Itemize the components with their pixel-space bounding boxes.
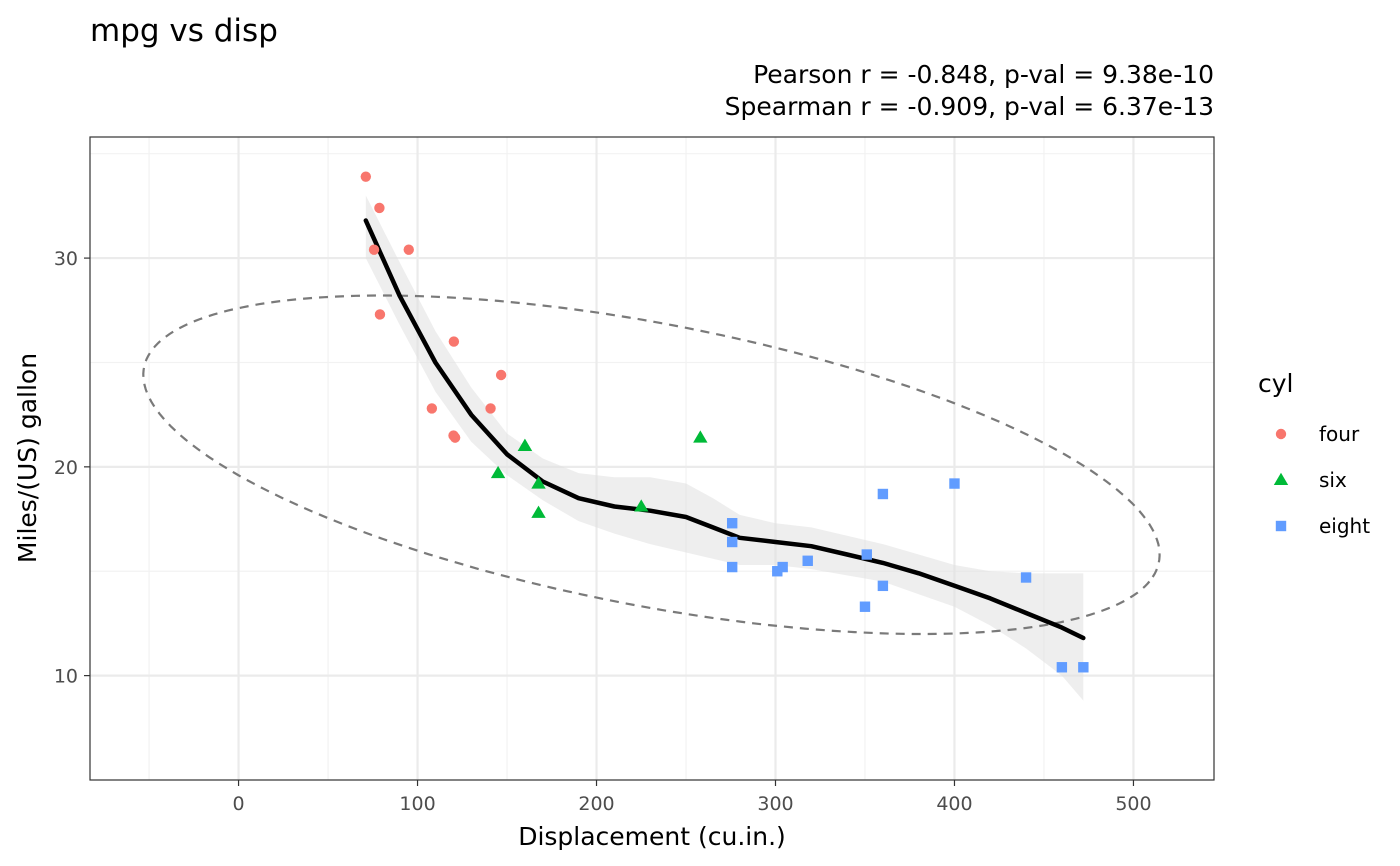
point-eight bbox=[726, 561, 738, 573]
point-four bbox=[426, 403, 438, 414]
point-six bbox=[531, 476, 546, 489]
point-eight bbox=[802, 555, 813, 566]
point-eight bbox=[1078, 662, 1089, 673]
point-six bbox=[531, 505, 546, 518]
x-tick-label: 0 bbox=[233, 793, 245, 815]
points-layer bbox=[360, 171, 1089, 673]
legend-title: cyl bbox=[1258, 369, 1294, 398]
point-eight bbox=[949, 478, 960, 489]
x-tick-label: 400 bbox=[936, 793, 972, 815]
x-tick-label: 500 bbox=[1115, 793, 1151, 815]
plot-background bbox=[90, 137, 1214, 780]
chart-subtitle-line-1: Pearson r = -0.848, p-val = 9.38e-10 bbox=[753, 60, 1214, 89]
y-tick-label: 30 bbox=[54, 248, 78, 270]
point-six bbox=[490, 465, 506, 479]
y-tick-label: 10 bbox=[54, 666, 78, 688]
point-four bbox=[360, 171, 372, 182]
point-eight bbox=[1056, 662, 1068, 673]
point-four bbox=[374, 309, 386, 320]
point-four bbox=[495, 369, 507, 381]
x-axis-ticks: 0 100 200 300 400 500 bbox=[233, 780, 1152, 815]
point-eight bbox=[1020, 572, 1032, 583]
point-four bbox=[448, 336, 460, 347]
y-axis-label: Miles/(US) gallon bbox=[13, 353, 42, 563]
x-tick-label: 100 bbox=[399, 793, 435, 815]
y-axis-ticks: 10 20 30 bbox=[54, 248, 90, 688]
point-eight bbox=[859, 601, 871, 612]
smooth-line-layer bbox=[363, 218, 1086, 641]
point-four bbox=[403, 244, 414, 255]
point-four bbox=[368, 244, 380, 255]
legend-key-four bbox=[1275, 428, 1287, 440]
point-four bbox=[449, 432, 461, 443]
point-four bbox=[374, 202, 385, 214]
grid-major bbox=[90, 137, 1214, 780]
chart-subtitle-line-2: Spearman r = -0.909, p-val = 6.37e-13 bbox=[725, 92, 1214, 121]
smooth-band-layer bbox=[365, 195, 1084, 701]
legend: cyl four six eight bbox=[1258, 369, 1370, 538]
chart-title: mpg vs disp bbox=[90, 13, 278, 49]
point-eight bbox=[861, 549, 872, 560]
point-six bbox=[634, 499, 649, 512]
x-tick-label: 200 bbox=[578, 793, 614, 815]
x-tick-label: 300 bbox=[757, 793, 793, 815]
legend-key-eight bbox=[1275, 520, 1287, 532]
point-eight bbox=[877, 580, 889, 592]
point-eight bbox=[877, 488, 889, 500]
x-axis-label: Displacement (cu.in.) bbox=[518, 822, 786, 851]
plot-border bbox=[89, 136, 1215, 781]
point-eight bbox=[777, 561, 788, 573]
point-six bbox=[693, 430, 708, 443]
point-eight bbox=[772, 566, 783, 577]
point-four bbox=[485, 403, 496, 414]
y-tick-label: 20 bbox=[54, 457, 78, 479]
legend-label-six: six bbox=[1319, 468, 1347, 492]
smooth-confidence-band bbox=[365, 195, 1084, 701]
point-six bbox=[517, 438, 533, 452]
point-eight bbox=[726, 536, 738, 548]
legend-label-four: four bbox=[1319, 422, 1360, 446]
legend-key-six bbox=[1273, 472, 1289, 486]
point-eight bbox=[726, 518, 738, 529]
legend-label-eight: eight bbox=[1319, 514, 1370, 538]
smooth-fit-line bbox=[363, 218, 1086, 641]
